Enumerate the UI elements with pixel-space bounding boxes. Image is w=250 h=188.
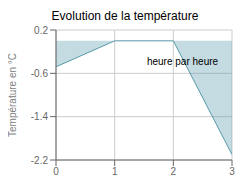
svg-text:0.2: 0.2 bbox=[34, 25, 48, 36]
svg-text:0: 0 bbox=[53, 166, 59, 177]
svg-text:1: 1 bbox=[112, 166, 118, 177]
svg-text:heure par heure: heure par heure bbox=[147, 56, 219, 67]
svg-text:Température en °C: Température en °C bbox=[8, 53, 18, 137]
svg-text:-0.6: -0.6 bbox=[31, 68, 49, 79]
html-text:Evolution de la température: Evolution de la température bbox=[51, 9, 199, 23]
svg-text:3: 3 bbox=[229, 166, 235, 177]
svg-text:2: 2 bbox=[171, 166, 177, 177]
svg-text:-2.2: -2.2 bbox=[31, 155, 49, 166]
svg-text:-1.4: -1.4 bbox=[31, 111, 49, 122]
